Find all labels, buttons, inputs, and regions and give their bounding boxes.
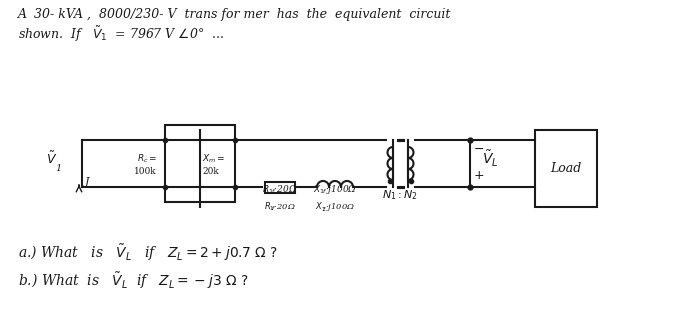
Bar <box>535 130 597 207</box>
Text: b.) What  is   $\tilde{V}_L$  if   $\mathit{Z_L = -j3\ \Omega\ ?}$: b.) What is $\tilde{V}_L$ if $\mathit{Z_… <box>18 270 248 291</box>
Bar <box>165 125 235 202</box>
Text: 1: 1 <box>55 164 61 173</box>
Text: $N_1:N_2$: $N_1:N_2$ <box>382 188 419 202</box>
Text: $\tilde{V}$: $\tilde{V}$ <box>46 150 57 167</box>
Text: a.) What   is   $\tilde{V}_L$   if   $\mathit{Z_L = 2 + j0.7\ \Omega\ ?}$: a.) What is $\tilde{V}_L$ if $\mathit{Z_… <box>18 242 278 263</box>
Text: $X_{1\!f}$·j100Ω: $X_{1\!f}$·j100Ω <box>313 183 357 196</box>
Text: $X_{1\!\!f}^{}$·j100Ω: $X_{1\!\!f}^{}$·j100Ω <box>315 200 355 213</box>
Text: A  30- kVA ,  8000/230- V  trans for mer  has  the  equivalent  circuit: A 30- kVA , 8000/230- V trans for mer ha… <box>18 8 452 21</box>
Text: J: J <box>85 177 90 187</box>
Text: +: + <box>474 169 484 182</box>
Text: −: − <box>474 143 484 156</box>
Text: $R_c=$: $R_c=$ <box>136 152 157 165</box>
Text: $R_{1\!f}$·20Ω: $R_{1\!f}$·20Ω <box>262 184 298 196</box>
Text: $R_{1\!\!f}$·20Ω: $R_{1\!\!f}$·20Ω <box>264 200 296 212</box>
Text: shown.  If   $\tilde{V}_1$  = 7967 V $\angle$0°  ...: shown. If $\tilde{V}_1$ = 7967 V $\angle… <box>18 25 224 45</box>
Text: $\tilde{V}_L$: $\tilde{V}_L$ <box>482 148 498 169</box>
Text: 100k: 100k <box>134 167 157 176</box>
Text: $X_m=$: $X_m=$ <box>202 152 225 165</box>
Text: Load: Load <box>550 162 582 175</box>
Bar <box>265 182 295 193</box>
Text: 20k: 20k <box>202 167 219 176</box>
